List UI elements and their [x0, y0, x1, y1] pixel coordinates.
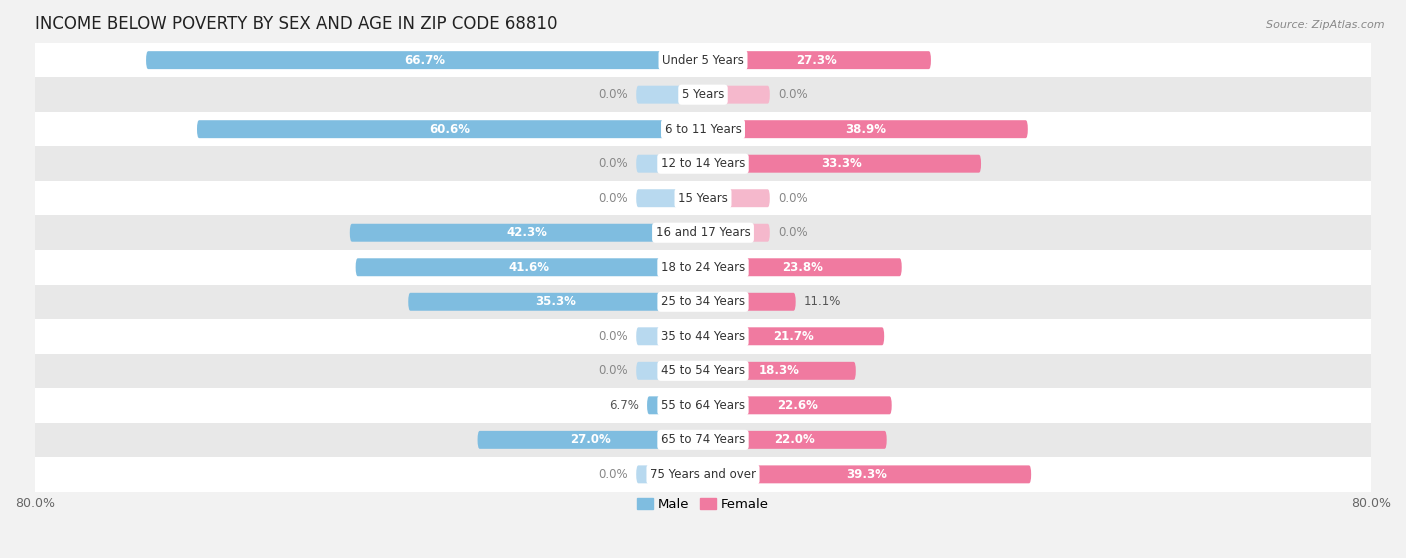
FancyBboxPatch shape — [636, 465, 703, 483]
Text: 55 to 64 Years: 55 to 64 Years — [661, 399, 745, 412]
Text: 75 Years and over: 75 Years and over — [650, 468, 756, 481]
FancyBboxPatch shape — [703, 396, 891, 414]
Text: 5 Years: 5 Years — [682, 88, 724, 101]
Text: 0.0%: 0.0% — [598, 157, 628, 170]
FancyBboxPatch shape — [703, 189, 770, 207]
FancyBboxPatch shape — [703, 293, 796, 311]
FancyBboxPatch shape — [647, 396, 703, 414]
Text: 27.0%: 27.0% — [569, 434, 610, 446]
Text: 66.7%: 66.7% — [404, 54, 446, 66]
FancyBboxPatch shape — [703, 328, 884, 345]
Text: 35 to 44 Years: 35 to 44 Years — [661, 330, 745, 343]
Bar — [35, 112, 1371, 146]
Bar — [35, 319, 1371, 354]
Text: 18.3%: 18.3% — [759, 364, 800, 377]
FancyBboxPatch shape — [146, 51, 703, 69]
Bar — [35, 457, 1371, 492]
Bar — [35, 285, 1371, 319]
Bar — [35, 146, 1371, 181]
Text: 15 Years: 15 Years — [678, 192, 728, 205]
Text: 0.0%: 0.0% — [598, 468, 628, 481]
FancyBboxPatch shape — [356, 258, 703, 276]
FancyBboxPatch shape — [703, 362, 856, 380]
Text: 23.8%: 23.8% — [782, 261, 823, 274]
Text: 35.3%: 35.3% — [536, 295, 576, 308]
Legend: Male, Female: Male, Female — [631, 493, 775, 517]
Text: 65 to 74 Years: 65 to 74 Years — [661, 434, 745, 446]
FancyBboxPatch shape — [703, 51, 931, 69]
Text: 60.6%: 60.6% — [429, 123, 471, 136]
Text: INCOME BELOW POVERTY BY SEX AND AGE IN ZIP CODE 68810: INCOME BELOW POVERTY BY SEX AND AGE IN Z… — [35, 15, 558, 33]
Text: 0.0%: 0.0% — [598, 192, 628, 205]
FancyBboxPatch shape — [703, 86, 770, 104]
Text: 0.0%: 0.0% — [598, 364, 628, 377]
Text: 18 to 24 Years: 18 to 24 Years — [661, 261, 745, 274]
Text: 16 and 17 Years: 16 and 17 Years — [655, 226, 751, 239]
FancyBboxPatch shape — [703, 120, 1028, 138]
FancyBboxPatch shape — [197, 120, 703, 138]
Text: 0.0%: 0.0% — [598, 330, 628, 343]
Text: 41.6%: 41.6% — [509, 261, 550, 274]
Text: 0.0%: 0.0% — [778, 192, 808, 205]
FancyBboxPatch shape — [636, 86, 703, 104]
FancyBboxPatch shape — [350, 224, 703, 242]
Text: 0.0%: 0.0% — [778, 226, 808, 239]
Text: 0.0%: 0.0% — [598, 88, 628, 101]
FancyBboxPatch shape — [703, 155, 981, 172]
FancyBboxPatch shape — [636, 362, 703, 380]
Bar — [35, 250, 1371, 285]
Text: 6 to 11 Years: 6 to 11 Years — [665, 123, 741, 136]
Text: 0.0%: 0.0% — [778, 88, 808, 101]
Bar — [35, 354, 1371, 388]
Text: 22.6%: 22.6% — [778, 399, 818, 412]
Text: 39.3%: 39.3% — [846, 468, 887, 481]
Text: 22.0%: 22.0% — [775, 434, 815, 446]
Text: 12 to 14 Years: 12 to 14 Years — [661, 157, 745, 170]
Text: 25 to 34 Years: 25 to 34 Years — [661, 295, 745, 308]
Bar — [35, 215, 1371, 250]
Bar — [35, 181, 1371, 215]
Text: 11.1%: 11.1% — [804, 295, 841, 308]
Bar — [35, 422, 1371, 457]
Text: Under 5 Years: Under 5 Years — [662, 54, 744, 66]
FancyBboxPatch shape — [703, 258, 901, 276]
FancyBboxPatch shape — [703, 224, 770, 242]
Text: 42.3%: 42.3% — [506, 226, 547, 239]
FancyBboxPatch shape — [636, 328, 703, 345]
FancyBboxPatch shape — [636, 155, 703, 172]
Text: 38.9%: 38.9% — [845, 123, 886, 136]
FancyBboxPatch shape — [478, 431, 703, 449]
FancyBboxPatch shape — [636, 189, 703, 207]
Text: 6.7%: 6.7% — [609, 399, 638, 412]
FancyBboxPatch shape — [703, 465, 1031, 483]
Text: 33.3%: 33.3% — [821, 157, 862, 170]
Text: 21.7%: 21.7% — [773, 330, 814, 343]
Bar — [35, 78, 1371, 112]
Text: Source: ZipAtlas.com: Source: ZipAtlas.com — [1267, 20, 1385, 30]
Text: 27.3%: 27.3% — [797, 54, 838, 66]
Bar — [35, 388, 1371, 422]
Bar — [35, 43, 1371, 78]
FancyBboxPatch shape — [408, 293, 703, 311]
Text: 45 to 54 Years: 45 to 54 Years — [661, 364, 745, 377]
FancyBboxPatch shape — [703, 431, 887, 449]
